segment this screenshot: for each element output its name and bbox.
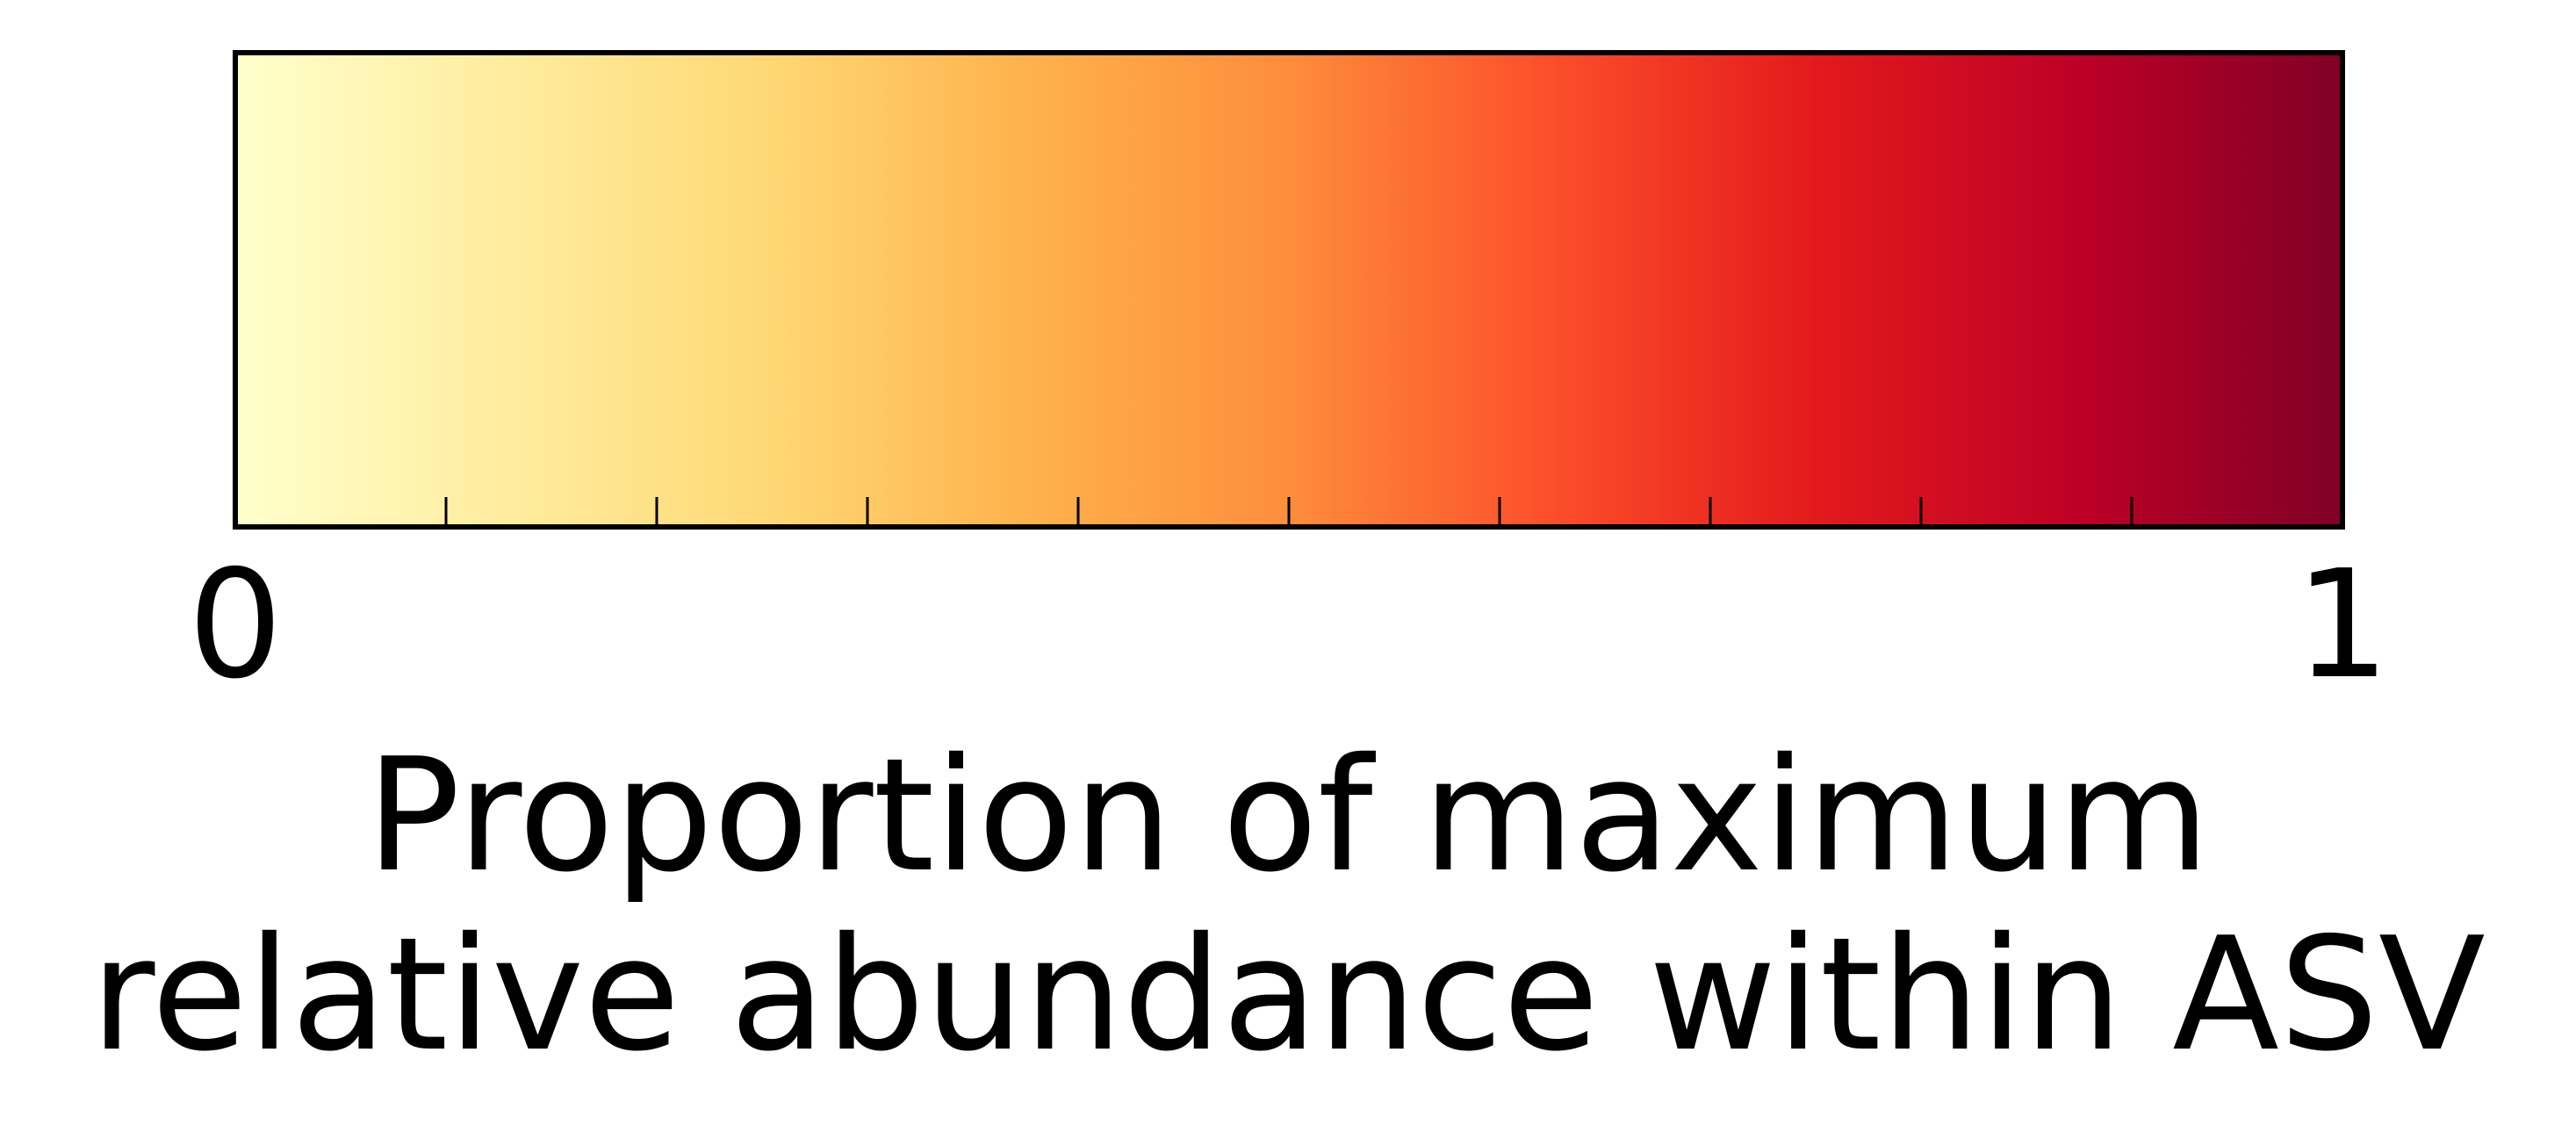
tick-label-0: 0 <box>188 538 283 712</box>
colorbar-label-line-1: Proportion of maximum <box>366 724 2210 906</box>
colorbar-gradient <box>235 53 2342 527</box>
minor-ticks <box>444 497 2133 527</box>
tick-label-1: 1 <box>2295 538 2390 712</box>
colorbar-label-line-2: relative abundance within ASV <box>90 904 2486 1085</box>
colorbar-frame <box>233 50 2345 530</box>
